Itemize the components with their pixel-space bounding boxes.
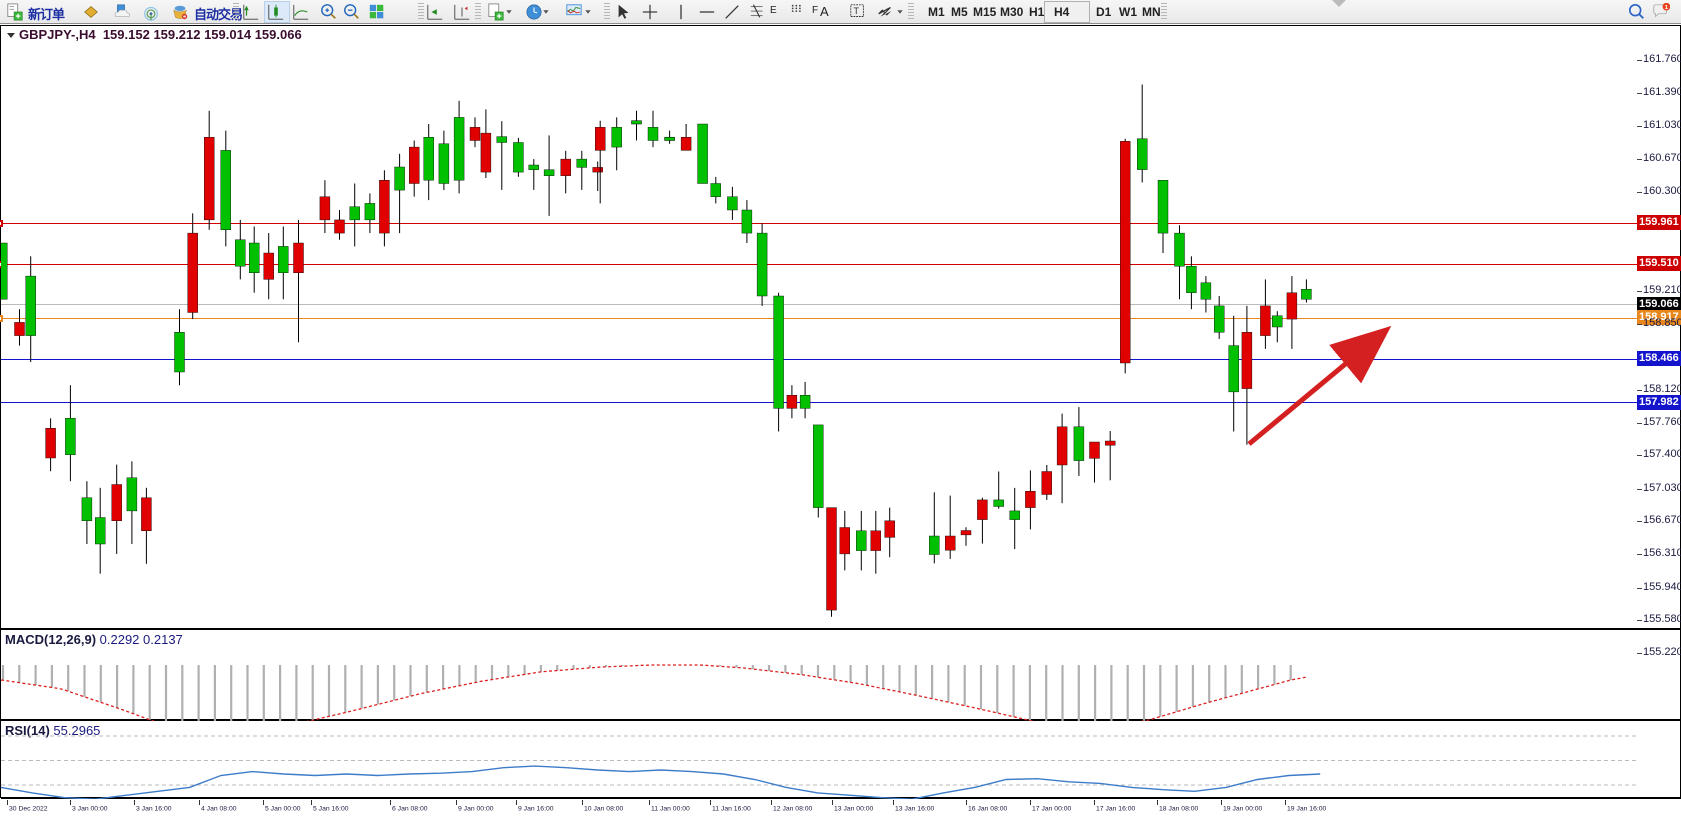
svg-text:T: T (854, 6, 860, 16)
